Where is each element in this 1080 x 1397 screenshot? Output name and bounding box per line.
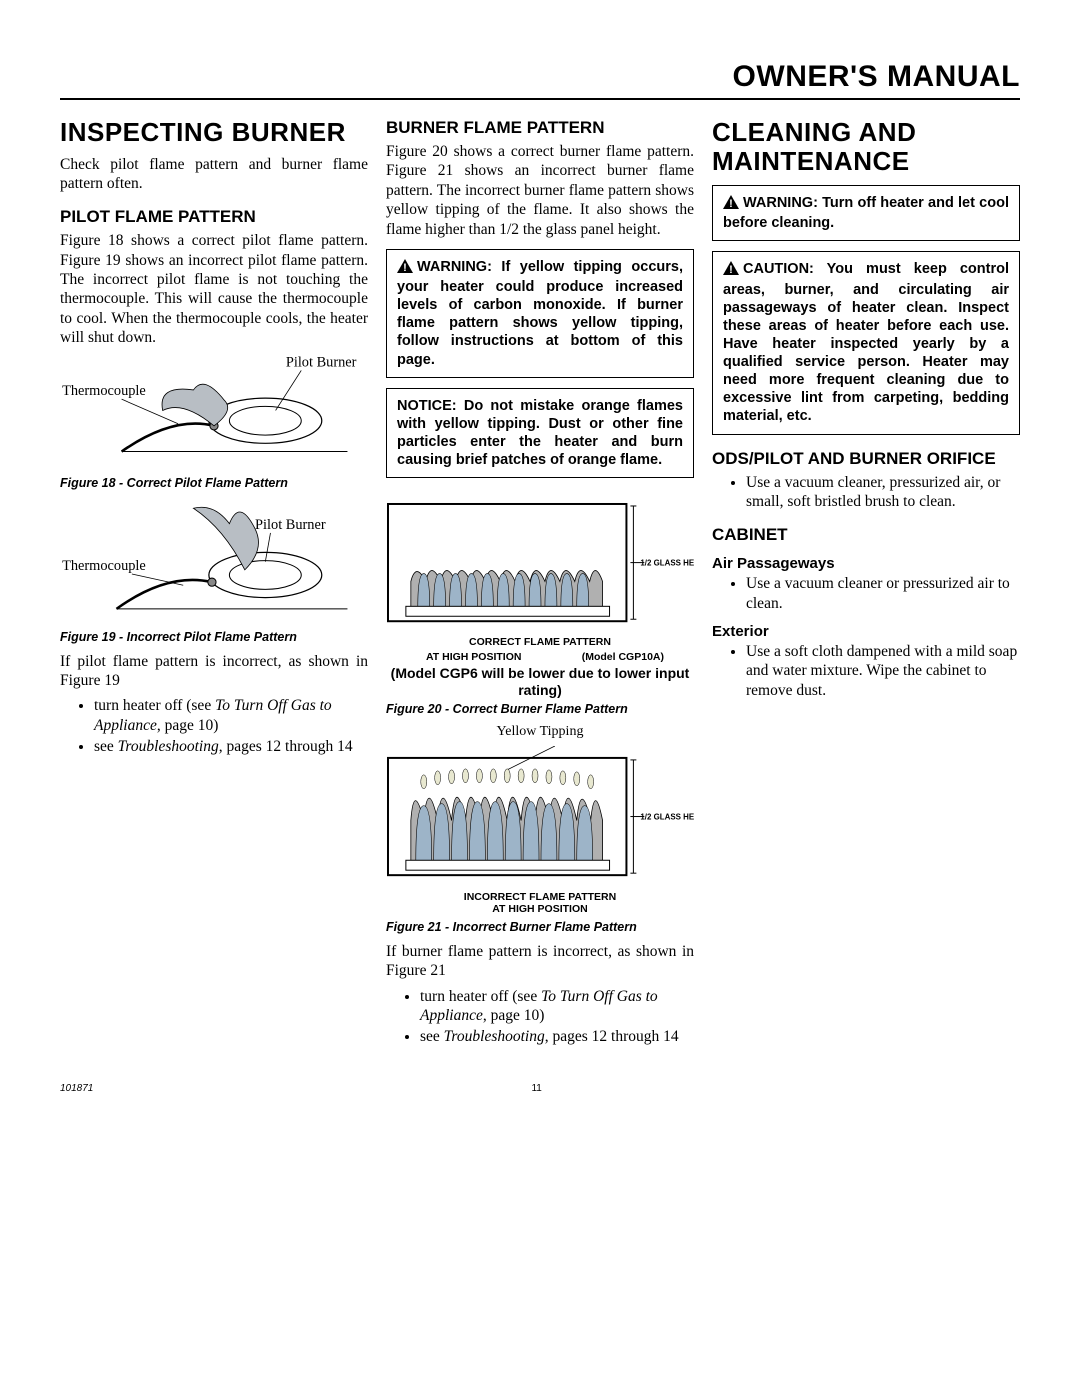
text-italic: Troubleshooting <box>444 1028 545 1045</box>
figure-20-caption: Figure 20 - Correct Burner Flame Pattern <box>386 702 694 716</box>
main-columns: INSPECTING BURNER Check pilot flame patt… <box>60 118 1020 1053</box>
column-2: BURNER FLAME PATTERN Figure 20 shows a c… <box>386 118 694 1053</box>
ods-bullets: Use a vacuum cleaner, pressurized air, o… <box>712 473 1020 512</box>
text: turn heater off (see <box>94 697 215 714</box>
text: turn heater off (see <box>420 988 541 1005</box>
text: see <box>94 738 118 755</box>
column-1: INSPECTING BURNER Check pilot flame patt… <box>60 118 368 1053</box>
correct-label-2a: AT HIGH POSITION <box>386 651 521 663</box>
cabinet-heading: CABINET <box>712 525 1020 545</box>
warning-text: WARNING: If yellow tipping occurs, your … <box>397 259 683 368</box>
text: see <box>420 1028 444 1045</box>
list-item: see Troubleshooting, pages 12 through 14 <box>420 1027 694 1046</box>
list-item: Use a vacuum cleaner, pressurized air, o… <box>746 473 1020 512</box>
burner-flame-heading: BURNER FLAME PATTERN <box>386 118 694 138</box>
figure-18-caption: Figure 18 - Correct Pilot Flame Pattern <box>60 476 368 490</box>
page-number: 11 <box>531 1083 541 1094</box>
warning-icon: ! <box>723 261 739 280</box>
list-item: see Troubleshooting, pages 12 through 14 <box>94 737 368 756</box>
yellow-tipping-label: Yellow Tipping <box>386 724 694 740</box>
incorrect-label-2: AT HIGH POSITION <box>386 903 694 916</box>
svg-text:!: ! <box>403 262 407 273</box>
incorrect-label-1: INCORRECT FLAME PATTERN <box>386 891 694 904</box>
air-bullets: Use a vacuum cleaner or pressurized air … <box>712 574 1020 613</box>
figure-19-diagram: Pilot Burner Thermocouple <box>60 498 368 626</box>
svg-text:!: ! <box>729 198 733 209</box>
column-3: CLEANING AND MAINTENANCE ! WARNING: Turn… <box>712 118 1020 1053</box>
pilot-burner-label: Pilot Burner <box>286 354 357 370</box>
figure-21-caption: Figure 21 - Incorrect Burner Flame Patte… <box>386 920 694 934</box>
pilot-flame-heading: PILOT FLAME PATTERN <box>60 207 368 227</box>
incorrect-flame-svg: 1/2 GLASS HEIGHT <box>386 746 694 885</box>
ods-heading: ODS/PILOT AND BURNER ORIFICE <box>712 449 1020 469</box>
text: , page 10) <box>483 1007 545 1024</box>
figure-20-diagram: 1/2 GLASS HEIGHT <box>386 502 694 663</box>
caution-keep-clean: ! CAUTION: You must keep control areas, … <box>712 251 1020 434</box>
text: , pages 12 through 14 <box>545 1028 679 1045</box>
pilot-bullets: turn heater off (see To Turn Off Gas to … <box>60 696 368 756</box>
air-passageways-heading: Air Passageways <box>712 555 1020 572</box>
thermocouple-label: Thermocouple <box>62 383 146 399</box>
text: , page 10) <box>157 717 219 734</box>
cleaning-heading: CLEANING AND MAINTENANCE <box>712 118 1020 175</box>
svg-text:!: ! <box>729 264 733 275</box>
caution-text: CAUTION: You must keep control areas, bu… <box>723 261 1009 424</box>
burner-para: Figure 20 shows a correct burner flame p… <box>386 142 694 239</box>
list-item: turn heater off (see To Turn Off Gas to … <box>94 696 368 735</box>
burner-incorrect-intro: If burner flame pattern is incorrect, as… <box>386 942 694 981</box>
half-glass-label: 1/2 GLASS HEIGHT <box>640 559 694 568</box>
warning-turn-off: ! WARNING: Turn off heater and let cool … <box>712 185 1020 241</box>
text: , pages 12 through 14 <box>219 738 353 755</box>
inspecting-burner-heading: INSPECTING BURNER <box>60 118 368 147</box>
list-item: turn heater off (see To Turn Off Gas to … <box>420 987 694 1026</box>
cgp6-note: (Model CGP6 will be lower due to lower i… <box>386 665 694 699</box>
page-header: OWNER'S MANUAL <box>60 60 1020 100</box>
correct-label-1: CORRECT FLAME PATTERN <box>386 636 694 649</box>
warning-text: WARNING: Turn off heater and let cool be… <box>723 195 1009 231</box>
list-item: Use a vacuum cleaner or pressurized air … <box>746 574 1020 613</box>
exterior-heading: Exterior <box>712 623 1020 640</box>
pilot-correct-svg: Pilot Burner Thermocouple <box>60 354 368 467</box>
doc-id: 101871 <box>60 1083 93 1094</box>
correct-flame-svg: 1/2 GLASS HEIGHT <box>386 502 694 631</box>
warning-icon: ! <box>723 195 739 214</box>
list-item: Use a soft cloth dampened with a mild so… <box>746 642 1020 700</box>
exterior-bullets: Use a soft cloth dampened with a mild so… <box>712 642 1020 700</box>
notice-text: NOTICE: Do not mistake orange flames wit… <box>397 398 683 468</box>
burner-bullets: turn heater off (see To Turn Off Gas to … <box>386 987 694 1047</box>
figure-21-diagram: 1/2 GLASS HEIGHT <box>386 746 694 915</box>
warning-icon: ! <box>397 259 413 278</box>
thermocouple-label-2: Thermocouple <box>62 557 146 573</box>
figure-18-diagram: Pilot Burner Thermocouple <box>60 354 368 472</box>
correct-label-2b: (Model CGP10A) <box>582 651 694 663</box>
pilot-incorrect-intro: If pilot flame pattern is incorrect, as … <box>60 652 368 691</box>
text-italic: Troubleshooting <box>118 738 219 755</box>
pilot-burner-label-2: Pilot Burner <box>255 516 326 532</box>
half-glass-label-2: 1/2 GLASS HEIGHT <box>640 813 694 822</box>
pilot-incorrect-svg: Pilot Burner Thermocouple <box>60 498 368 621</box>
inspecting-intro: Check pilot flame pattern and burner fla… <box>60 155 368 194</box>
pilot-para: Figure 18 shows a correct pilot flame pa… <box>60 231 368 347</box>
figure-19-caption: Figure 19 - Incorrect Pilot Flame Patter… <box>60 630 368 644</box>
warning-yellow-tipping: ! WARNING: If yellow tipping occurs, you… <box>386 249 694 378</box>
page-footer: 101871 11 <box>60 1083 1020 1094</box>
notice-orange-flame: NOTICE: Do not mistake orange flames wit… <box>386 388 694 479</box>
